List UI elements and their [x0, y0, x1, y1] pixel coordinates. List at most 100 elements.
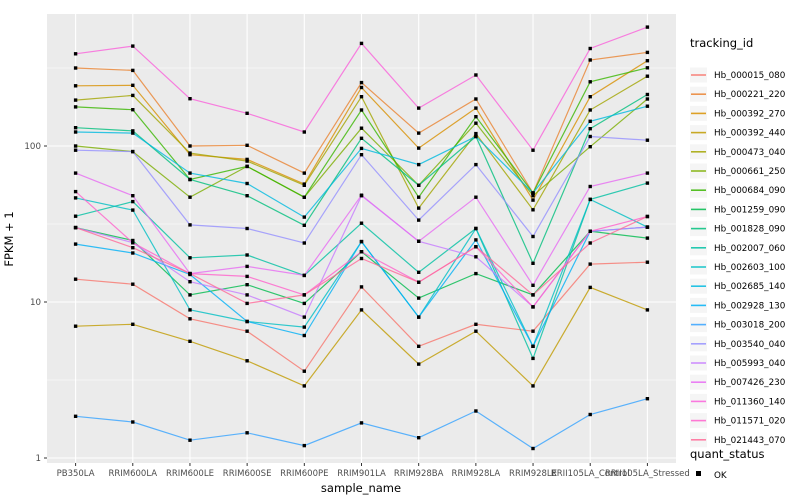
- legend-item-label: Hb_005993_040: [714, 359, 786, 369]
- data-point: [302, 241, 306, 245]
- x-tick-label: RRIM600LE: [166, 469, 214, 479]
- data-point: [645, 397, 650, 401]
- data-point: [131, 322, 135, 326]
- data-point: [245, 293, 249, 297]
- data-point: [131, 83, 135, 87]
- data-point: [645, 138, 650, 142]
- legend-item-label: Hb_001828_090: [714, 225, 786, 235]
- data-point: [417, 296, 421, 300]
- legend-item-label: Hb_000684_090: [714, 186, 786, 196]
- data-point: [417, 131, 421, 135]
- data-point: [188, 256, 192, 260]
- data-point: [131, 282, 135, 286]
- legend-item-label: Hb_000661_250: [714, 167, 786, 177]
- data-point: [531, 305, 535, 309]
- data-point: [73, 84, 78, 88]
- data-point: [131, 420, 135, 424]
- data-point: [73, 52, 78, 56]
- data-point: [188, 339, 192, 343]
- data-point: [645, 214, 650, 219]
- data-point: [474, 245, 478, 249]
- data-point: [531, 356, 535, 361]
- data-point: [73, 66, 78, 70]
- data-point: [73, 98, 78, 102]
- data-point: [188, 195, 192, 199]
- data-point: [417, 436, 421, 440]
- data-point: [417, 195, 421, 199]
- data-point: [73, 414, 78, 418]
- data-point: [417, 344, 421, 348]
- data-point: [417, 239, 421, 243]
- data-point: [245, 283, 249, 287]
- data-point: [359, 80, 364, 85]
- data-point: [302, 195, 306, 199]
- data-point: [359, 285, 364, 289]
- data-point: [245, 329, 249, 333]
- data-point: [645, 59, 650, 63]
- legend-item-label: Hb_003540_040: [714, 340, 786, 350]
- data-point: [588, 95, 592, 99]
- legend: Hb_000015_080 Hb_000221_220 Hb_000392_270 H…: [690, 67, 786, 448]
- data-point: [588, 80, 592, 84]
- data-point: [474, 226, 478, 231]
- data-point: [474, 255, 478, 259]
- data-point: [474, 106, 478, 110]
- legend-item-label: Hb_002007_060: [714, 244, 786, 254]
- data-point: [417, 270, 421, 274]
- data-point: [474, 134, 478, 139]
- data-point: [531, 261, 535, 265]
- quant-status-legend: OK: [696, 471, 727, 481]
- data-point: [245, 226, 249, 231]
- data-point: [645, 97, 650, 101]
- data-point: [131, 246, 135, 250]
- legend-item-label: Hb_002685_140: [714, 282, 786, 292]
- data-point: [645, 181, 650, 185]
- data-point: [188, 177, 192, 182]
- data-point: [474, 238, 478, 242]
- data-point: [245, 164, 249, 169]
- x-tick-label: RRIM901LA: [337, 469, 386, 479]
- data-point: [417, 146, 421, 150]
- x-tick-label: RRIM928BA: [394, 469, 444, 479]
- x-tick-label: RRIM600LA: [108, 469, 157, 479]
- data-point: [474, 322, 478, 326]
- data-point: [131, 129, 135, 133]
- data-point: [474, 162, 478, 167]
- data-point: [188, 293, 192, 297]
- data-point: [131, 251, 135, 255]
- x-tick-label: RRIM600SE: [223, 469, 272, 479]
- data-point: [245, 319, 249, 324]
- x-tick-label: RRIM600PE: [280, 469, 328, 479]
- data-point: [588, 108, 592, 112]
- data-point: [359, 421, 364, 425]
- data-point: [245, 194, 249, 198]
- legend-item-label: Hb_021443_070: [714, 436, 786, 446]
- data-point: [73, 277, 78, 281]
- data-point: [645, 171, 650, 175]
- data-point: [645, 260, 650, 264]
- data-point: [359, 146, 364, 151]
- data-point: [302, 333, 306, 338]
- data-point: [245, 264, 249, 269]
- legend-item-label: Hb_002928_130: [714, 301, 786, 311]
- data-point: [588, 184, 592, 189]
- data-point: [474, 115, 478, 119]
- data-point: [645, 308, 650, 312]
- legend-item-label: Hb_011571_020: [714, 417, 786, 427]
- legend-item-label: Hb_000015_080: [714, 71, 786, 81]
- data-point: [131, 241, 135, 245]
- data-point: [131, 108, 135, 112]
- data-point: [302, 315, 306, 319]
- data-point: [588, 134, 592, 139]
- data-point: [73, 242, 78, 246]
- data-point: [417, 106, 421, 110]
- data-point: [302, 215, 306, 219]
- data-point: [73, 324, 78, 328]
- data-point: [474, 195, 478, 199]
- data-point: [188, 171, 192, 175]
- data-point: [474, 97, 478, 101]
- data-point: [531, 194, 535, 198]
- data-point: [645, 225, 650, 229]
- data-point: [245, 111, 249, 115]
